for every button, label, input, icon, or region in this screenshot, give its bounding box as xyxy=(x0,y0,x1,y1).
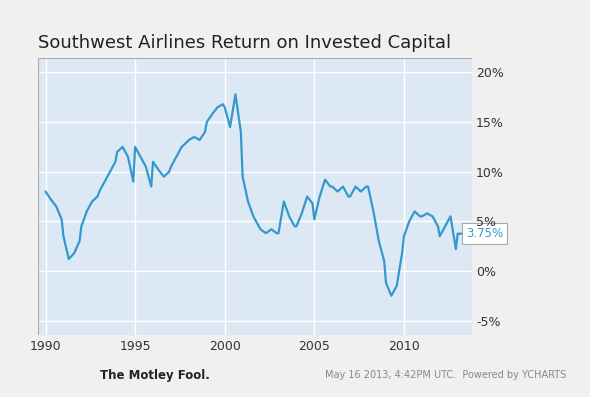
Text: Southwest Airlines Return on Invested Capital: Southwest Airlines Return on Invested Ca… xyxy=(38,34,451,52)
Text: The Motley Fool.: The Motley Fool. xyxy=(100,369,210,382)
Text: May 16 2013, 4:42PM UTC.  Powered by YCHARTS: May 16 2013, 4:42PM UTC. Powered by YCHA… xyxy=(325,370,566,380)
Text: 3.75%: 3.75% xyxy=(466,227,503,240)
